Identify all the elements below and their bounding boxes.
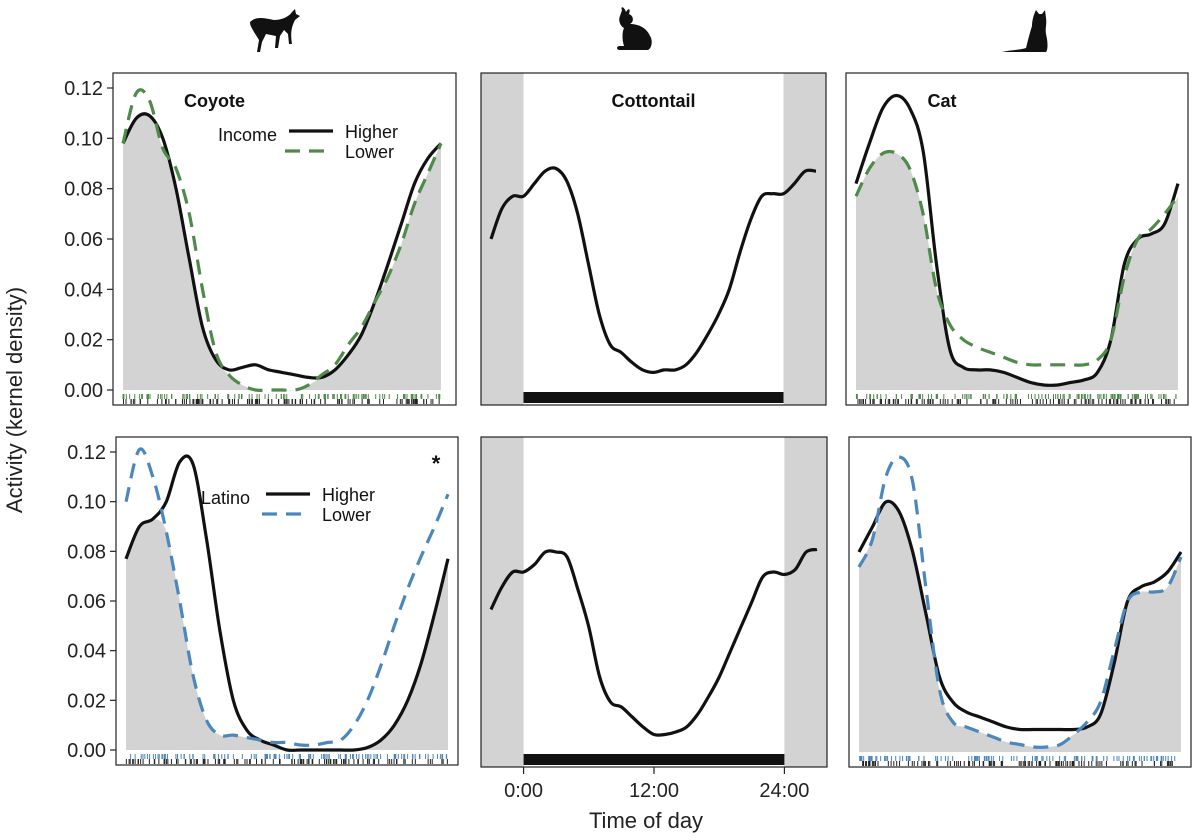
x-axis-label: Time of day	[589, 808, 703, 833]
panel-frame	[845, 72, 1189, 406]
legend-label-lower: Lower	[322, 505, 371, 525]
x-tick-label: 24:00	[759, 780, 809, 802]
cat-icon	[1002, 10, 1048, 52]
y-axis-label: Activity (kernel density)	[2, 287, 27, 513]
series-line-lower	[121, 88, 443, 392]
series-line-higher	[124, 454, 450, 752]
y-tick-label: 0.10	[67, 492, 106, 514]
cottontail-icon	[617, 7, 652, 50]
legend-label-higher: Higher	[322, 485, 375, 505]
series-line-activity	[489, 166, 817, 375]
series-line-higher	[857, 499, 1183, 732]
legend-label-higher: Higher	[345, 122, 398, 142]
panel-cat-income: Cat	[845, 72, 1189, 406]
panel-cottontail-bottom: 0:00 12:00 24:00	[480, 436, 828, 802]
night-shade-left	[481, 437, 524, 767]
y-tick-label: 0.04	[64, 279, 103, 301]
series-line-lower	[854, 149, 1180, 367]
panel-cottontail-top: Cottontail	[480, 72, 827, 406]
coyote-icon	[250, 9, 300, 52]
legend-title: Income	[218, 125, 277, 145]
overlap-area	[126, 518, 448, 751]
overlap-area	[859, 500, 1181, 752]
panel-cat-latino	[848, 436, 1192, 768]
legend-label-lower: Lower	[345, 142, 394, 162]
panel-frame	[480, 436, 828, 768]
night-shade-left	[481, 73, 524, 405]
y-tick-label: 0.12	[64, 78, 103, 100]
y-tick-label: 0.06	[64, 229, 103, 251]
night-shade-right	[783, 73, 826, 405]
y-tick-label: 0.02	[67, 690, 106, 712]
significance-marker: *	[432, 451, 441, 476]
panel-title: Coyote	[184, 91, 245, 111]
x-tick-label: 12:00	[629, 780, 679, 802]
series-line-lower	[857, 455, 1183, 749]
panel-frame	[848, 436, 1192, 768]
y-tick-label: 0.06	[67, 591, 106, 613]
series-line-higher	[854, 93, 1180, 387]
y-tick-label: 0.00	[64, 380, 103, 402]
overlap-area	[856, 151, 1178, 390]
y-tick-label: 0.12	[67, 442, 106, 464]
panel-title: Cat	[927, 91, 956, 111]
y-tick-label: 0.10	[64, 128, 103, 150]
series-line-lower	[124, 447, 450, 747]
rug-observations	[523, 392, 784, 403]
y-tick-label: 0.00	[67, 740, 106, 762]
x-tick-label: 0:00	[504, 780, 543, 802]
legend-title: Latino	[201, 488, 250, 508]
panel-title: Cottontail	[612, 91, 696, 111]
series-line-higher	[121, 112, 443, 380]
y-tick-label: 0.02	[64, 330, 103, 352]
y-tick-label: 0.08	[64, 179, 103, 201]
y-tick-label: 0.04	[67, 641, 106, 663]
panel-frame	[480, 72, 827, 406]
series-line-activity	[489, 547, 818, 737]
night-shade-right	[784, 437, 827, 767]
y-tick-label: 0.08	[67, 541, 106, 563]
rug-observations	[523, 754, 785, 765]
